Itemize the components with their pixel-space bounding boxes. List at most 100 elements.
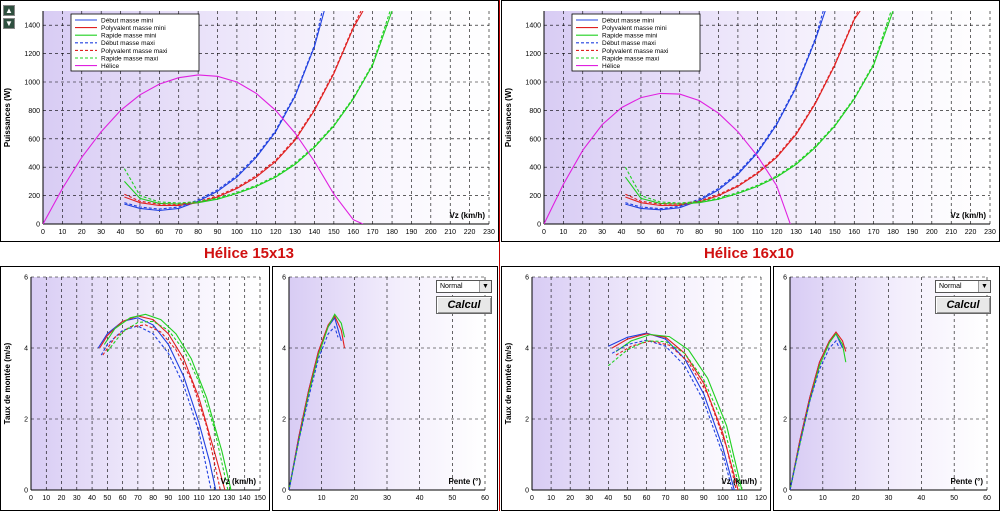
legend-label: Polyvalent masse mini: [602, 25, 667, 32]
y-tick-label: 400: [28, 165, 40, 172]
series-line-debut-maxi: [124, 11, 323, 210]
x-tick-label: 30: [97, 229, 105, 236]
y-tick-label: 2: [525, 417, 529, 424]
series-line-rapide-maxi: [106, 320, 229, 490]
x-tick-label: 130: [790, 229, 802, 236]
x-axis-label: Vz (km/h): [950, 211, 986, 220]
series-group: [289, 313, 346, 490]
climb-pente-panel-15x13: 0 10 20 30 40 50 60 0 2 4 6 Pente (°) Normal ▼ Calc…: [272, 266, 498, 511]
series-group: [43, 11, 393, 224]
x-tick-label: 10: [547, 495, 555, 502]
climb-vz-panel-15x13: 0 10 20 30 40 50 60 70 80 90 100 110 120 130 140 150 0 2 4…: [0, 266, 270, 511]
scroll-up-button[interactable]: ▲: [3, 5, 15, 16]
y-tick-label: 1200: [24, 51, 40, 58]
x-tick-label: 10: [318, 495, 326, 502]
x-tick-label: 0: [542, 229, 546, 236]
y-axis-label: Taux de montée (m/s): [3, 342, 12, 424]
climb-vz-panel-16x10: 0 10 20 30 40 50 60 70 80 90 100 110 120 0 2 4 6 Vz (km/h…: [501, 266, 771, 511]
x-tick-label: 140: [810, 229, 822, 236]
x-tick-label: 20: [566, 495, 574, 502]
y-tick-label: 6: [783, 275, 787, 282]
x-axis-label: Vz (km/h): [220, 477, 256, 486]
x-tick-label: 90: [700, 495, 708, 502]
y-tick-label: 0: [525, 488, 529, 495]
x-tick-label: 120: [270, 229, 282, 236]
series-line-rapide-mini: [103, 313, 232, 490]
y-tick-label: 0: [282, 488, 286, 495]
x-tick-label: 40: [117, 229, 125, 236]
x-tick-label: 160: [347, 229, 359, 236]
calcul-button-16x10[interactable]: Calcul: [935, 296, 991, 314]
y-tick-label: 6: [525, 275, 529, 282]
x-tick-label: 110: [251, 229, 262, 236]
series-line-debut-mini: [97, 317, 217, 490]
scroll-down-button[interactable]: ▼: [3, 18, 15, 29]
calcul-button-15x13[interactable]: Calcul: [436, 296, 492, 314]
legend-label: Rapide masse mini: [602, 33, 657, 40]
x-tick-label: 40: [604, 495, 612, 502]
x-tick-label: 230: [984, 229, 996, 236]
x-tick-label: 70: [662, 495, 670, 502]
x-tick-label: 110: [193, 495, 204, 502]
mode-select-15x13[interactable]: Normal ▼: [436, 280, 492, 293]
chevron-down-icon: ▼: [978, 281, 990, 292]
x-tick-label: 50: [136, 229, 144, 236]
y-tick-label: 2: [24, 417, 28, 424]
series-group: [607, 332, 743, 490]
x-tick-label: 190: [406, 229, 418, 236]
x-tick-label: 90: [165, 495, 173, 502]
y-tick-label: 4: [783, 346, 787, 353]
legend-label: Rapide masse mini: [101, 33, 156, 40]
series-line-polyvalent-maxi: [102, 324, 221, 490]
x-tick-label: 30: [585, 495, 593, 502]
x-tick-label: 50: [637, 229, 645, 236]
series-line-rapide-mini: [790, 332, 847, 490]
x-tick-label: 0: [530, 495, 534, 502]
helice-title-15x13: Hélice 15x13: [203, 245, 295, 262]
x-axis-label: Vz (km/h): [449, 211, 485, 220]
x-tick-label: 20: [579, 229, 587, 236]
x-tick-label: 140: [309, 229, 321, 236]
y-tick-label: 1000: [525, 80, 541, 87]
legend-label: Hélice: [101, 63, 119, 70]
y-tick-label: 6: [24, 275, 28, 282]
x-tick-label: 0: [287, 495, 291, 502]
y-tick-label: 2: [783, 417, 787, 424]
x-tick-label: 160: [848, 229, 860, 236]
series-line-helice-mini: [544, 92, 791, 224]
x-tick-label: 80: [695, 229, 703, 236]
power-chart-15x13: 0 10 20 30 40 50 60 70 80 90 100 110 120 130 140 150 160…: [3, 11, 495, 236]
x-tick-label: 0: [41, 229, 45, 236]
series-line-debut-maxi: [611, 339, 733, 490]
x-tick-label: 80: [681, 495, 689, 502]
x-tick-label: 30: [885, 495, 893, 502]
x-tick-label: 130: [224, 495, 236, 502]
y-tick-label: 1400: [525, 23, 541, 30]
x-axis-label: Pente (°): [448, 477, 481, 486]
y-tick-label: 4: [525, 346, 529, 353]
x-tick-label: 190: [907, 229, 919, 236]
x-tick-label: 130: [289, 229, 301, 236]
mode-select-16x10[interactable]: Normal ▼: [935, 280, 991, 293]
x-tick-label: 90: [715, 229, 723, 236]
legend-label: Polyvalent masse mini: [101, 25, 166, 32]
y-tick-label: 6: [282, 275, 286, 282]
y-tick-label: 600: [529, 136, 541, 143]
legend-label: Hélice: [602, 63, 620, 70]
series-line-polyvalent-mini: [611, 333, 739, 490]
x-tick-label: 10: [819, 495, 827, 502]
x-tick-label: 60: [643, 495, 651, 502]
y-axis-label: Puissances (W): [504, 88, 513, 147]
y-tick-label: 4: [282, 346, 286, 353]
x-tick-label: 60: [656, 229, 664, 236]
climb-vz-chart-16x10: 0 10 20 30 40 50 60 70 80 90 100 110 120 0 2 4 6 Vz (km/h…: [504, 275, 767, 503]
x-tick-label: 140: [239, 495, 251, 502]
y-tick-label: 4: [24, 346, 28, 353]
legend-label: Polyvalent masse maxi: [602, 48, 668, 55]
x-tick-label: 110: [752, 229, 763, 236]
x-tick-label: 30: [73, 495, 81, 502]
series-line-rapide-mini: [123, 11, 393, 205]
power-chart-panel-16x10: 0 10 20 30 40 50 60 70 80 90 100 110 120 130 140 150 160…: [501, 0, 1000, 242]
legend-label: Rapide masse maxi: [101, 55, 158, 62]
y-tick-label: 0: [36, 222, 40, 229]
